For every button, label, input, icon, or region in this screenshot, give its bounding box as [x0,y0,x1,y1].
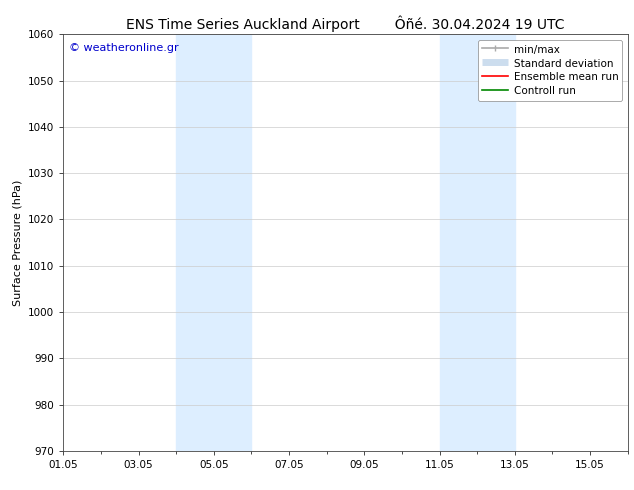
Y-axis label: Surface Pressure (hPa): Surface Pressure (hPa) [13,179,23,306]
Text: © weatheronline.gr: © weatheronline.gr [69,43,179,52]
Bar [439,34,515,451]
Legend: min/max, Standard deviation, Ensemble mean run, Controll run: min/max, Standard deviation, Ensemble me… [478,40,623,100]
Bar [176,34,252,451]
Title: ENS Time Series Auckland Airport        Ôñé. 30.04.2024 19 UTC: ENS Time Series Auckland Airport Ôñé. 30… [126,15,565,32]
